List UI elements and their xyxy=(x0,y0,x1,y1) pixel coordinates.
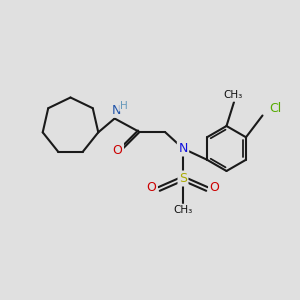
Text: Cl: Cl xyxy=(269,102,281,115)
Text: H: H xyxy=(120,101,128,111)
Text: CH₃: CH₃ xyxy=(173,205,193,215)
Text: O: O xyxy=(113,143,122,157)
Text: N: N xyxy=(111,103,121,117)
Text: O: O xyxy=(147,181,156,194)
Text: N: N xyxy=(178,142,188,155)
Text: CH₃: CH₃ xyxy=(223,90,242,100)
Text: O: O xyxy=(210,181,219,194)
Text: S: S xyxy=(179,172,187,185)
